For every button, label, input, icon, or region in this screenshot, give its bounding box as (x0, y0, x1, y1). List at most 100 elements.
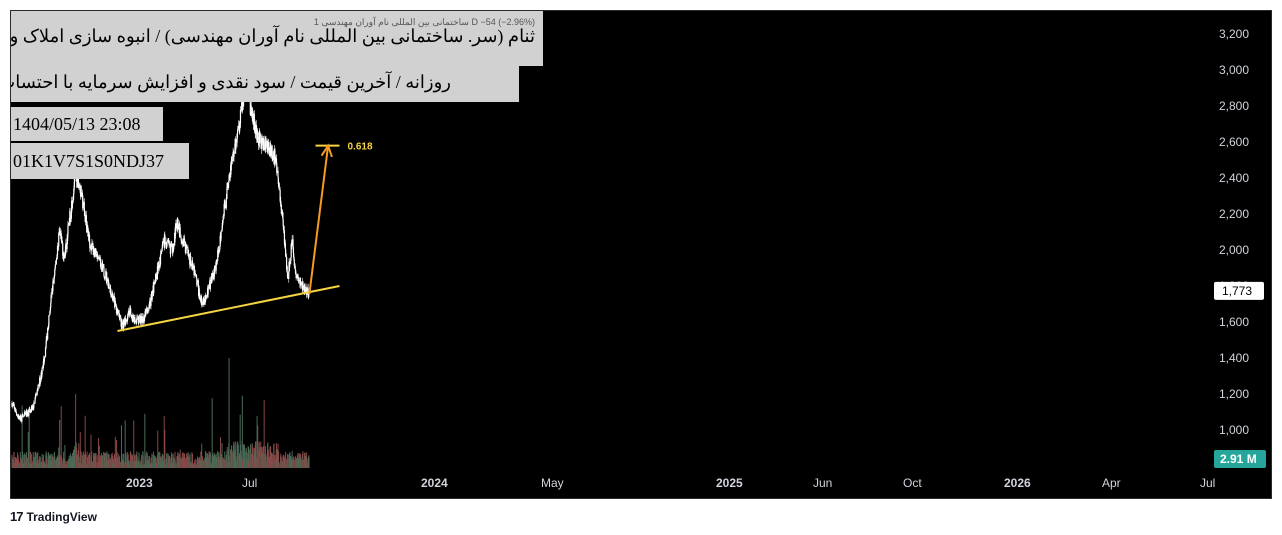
candle-body (277, 177, 279, 185)
candle-body (143, 315, 146, 322)
candle-body (294, 265, 296, 270)
candle-body (138, 322, 140, 324)
volume-bar (215, 453, 217, 468)
candle-body (207, 286, 209, 295)
volume-bar (88, 455, 90, 468)
candle-body (42, 361, 44, 369)
candle-body (41, 367, 43, 375)
candle-body (149, 300, 151, 307)
candle-body (306, 287, 308, 295)
candle-body (81, 192, 84, 196)
candle-body (185, 244, 187, 254)
candle-body (18, 415, 20, 419)
candle-body (19, 417, 21, 420)
price-chart[interactable]: 0.618 3,200 3,000 2,800 2,600 2,400 2,200 2,00… (11, 11, 1272, 499)
candle-body (195, 274, 197, 276)
price-tick-label: 3,200 (1219, 27, 1249, 41)
candle-body (95, 253, 97, 255)
candle-body (78, 184, 80, 189)
candle-body (238, 125, 240, 131)
volume-bar (128, 460, 130, 468)
volume-bar (13, 462, 15, 468)
candle-body (19, 415, 21, 418)
drawing-annotations[interactable]: 0.618 (117, 142, 373, 332)
candle-body (163, 235, 166, 248)
volume-bar (13, 452, 15, 468)
candle-body (73, 175, 76, 188)
candle-body (137, 317, 139, 323)
candle-body (118, 309, 120, 314)
candle-body (119, 315, 121, 319)
volume-bar (65, 461, 67, 468)
candle-body (47, 327, 49, 331)
candle-body (130, 308, 132, 315)
candle-body (138, 316, 140, 323)
volume-bar (293, 456, 295, 468)
volume-bar (112, 456, 114, 468)
candle-body (102, 264, 104, 269)
candle-body (157, 265, 159, 270)
volume-bar (80, 451, 82, 468)
volume-bar (16, 459, 18, 468)
time-axis[interactable]: 2023 Jul 2024 May 2025 Jun Oct 2026 Apr Jul (126, 476, 1215, 490)
candle-body (33, 402, 35, 409)
candle-body (103, 264, 105, 267)
candle-body (210, 276, 213, 280)
candle-body (265, 140, 267, 148)
candle-body (43, 356, 46, 359)
candle-body (43, 358, 45, 363)
volume-bar (267, 450, 269, 468)
volume-bar (181, 452, 183, 468)
candle-body (20, 416, 22, 422)
volume-bar (227, 462, 229, 468)
candle-body (224, 205, 227, 209)
candle-body (220, 238, 222, 242)
tradingview-watermark[interactable]: 17 TradingView (10, 509, 97, 524)
candle-body (114, 300, 116, 308)
candle-body (46, 336, 48, 340)
candle-body (239, 127, 241, 129)
volume-bar (155, 456, 157, 468)
volume-bar (300, 456, 302, 468)
candle-body (146, 307, 148, 313)
projection-arrow[interactable] (308, 145, 330, 295)
candle-body (267, 142, 269, 153)
volume-bar (127, 452, 129, 468)
volume-bar (106, 451, 108, 468)
candle-body (41, 367, 44, 369)
candle-body (35, 394, 37, 395)
volume-bar (138, 463, 140, 468)
candle-body (195, 275, 198, 279)
candle-body (87, 225, 89, 231)
candle-body (194, 272, 196, 275)
candle-body (93, 249, 95, 257)
volume-bar (109, 459, 111, 468)
candle-body (45, 341, 47, 348)
volume-bar (69, 453, 71, 468)
candle-body (173, 245, 175, 249)
candle-body (165, 242, 167, 248)
candle-body (54, 269, 56, 276)
volume-bar (233, 444, 235, 468)
support-trendline[interactable] (117, 285, 340, 332)
candle-body (221, 222, 223, 229)
candle-body (290, 257, 292, 262)
volume-bar (27, 432, 29, 468)
candle-body (150, 297, 152, 307)
candle-body (287, 277, 289, 279)
candle-body (66, 237, 68, 250)
candle-body (272, 156, 274, 160)
volume-bar (149, 458, 151, 468)
candle-body (214, 265, 216, 273)
candle-body (106, 279, 108, 283)
chart-frame[interactable]: 0.618 3,200 3,000 2,800 2,600 2,400 2,200 2,00… (10, 10, 1272, 499)
price-axis[interactable]: 3,2003,0002,8002,6002,4002,2002,0001,800… (1219, 27, 1249, 437)
candle-body (214, 265, 217, 268)
candle-body (137, 316, 139, 318)
volume-bar (184, 453, 186, 468)
candle-body (185, 244, 187, 246)
candle-body (36, 390, 38, 395)
candle-body (221, 228, 223, 232)
candle-body (281, 213, 283, 214)
candle-body (55, 257, 58, 260)
